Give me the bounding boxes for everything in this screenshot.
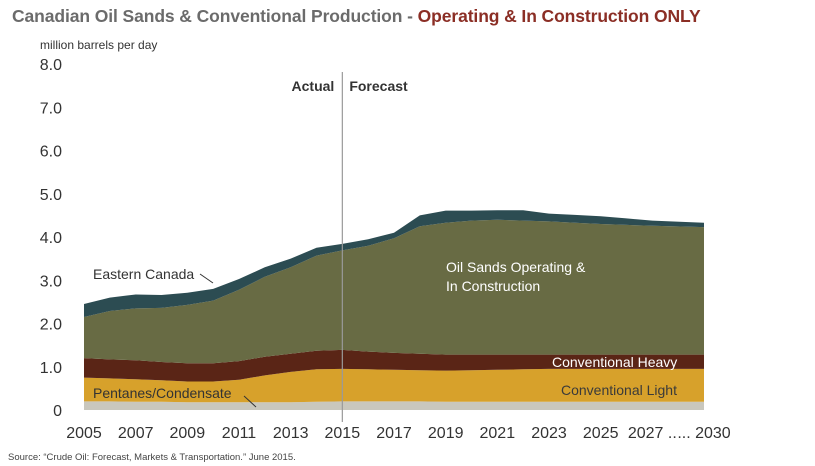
x-tick-label: 2023 — [531, 425, 567, 442]
actual-label: Actual — [292, 78, 335, 94]
x-tick-label: 2007 — [118, 425, 154, 442]
conventional-light-label: Conventional Light — [561, 382, 677, 398]
annotation-labels: Actual Forecast Oil Sands Operating & In Co… — [93, 78, 677, 408]
pentanes-label: Pentanes/Condensate — [93, 385, 232, 401]
x-tick-label: 2025 — [583, 425, 619, 442]
x-tick-label: 2019 — [428, 425, 464, 442]
eastern-canada-leader — [199, 273, 214, 284]
y-tick-label: 5.0 — [40, 187, 62, 204]
chart-title-main: Canadian Oil Sands & Conventional Produc… — [12, 6, 418, 26]
x-tick-label: 2027 .. — [628, 425, 677, 442]
x-tick-label: 2005 — [66, 425, 102, 442]
chart-title: Canadian Oil Sands & Conventional Produc… — [12, 6, 701, 27]
y-tick-label: 7.0 — [40, 100, 62, 117]
x-tick-label: 2013 — [273, 425, 309, 442]
oil-sands-label-line1: Oil Sands Operating & — [446, 259, 586, 275]
y-tick-label: 4.0 — [40, 230, 62, 247]
y-tick-label: 1.0 — [40, 360, 62, 377]
pentanes-leader — [243, 395, 257, 408]
x-tick-label: 2011 — [222, 425, 257, 442]
conventional-heavy-label: Conventional Heavy — [552, 354, 677, 370]
x-tick-label: 2017 — [376, 425, 412, 442]
y-tick-label: 2.0 — [40, 317, 62, 334]
forecast-label: Forecast — [349, 78, 408, 94]
area-oil-sands-operating-in-construction — [84, 219, 704, 364]
area-pentanes-condensate — [84, 401, 704, 410]
eastern-canada-label: Eastern Canada — [93, 266, 194, 282]
x-axis: 2005 2007 2009 2011 2013 2015 2017 2019 2021 2023… — [66, 425, 731, 442]
y-axis: 0 1.0 2.0 3.0 4.0 5.0 6.0 7.0 8.0 — [40, 57, 62, 420]
area-layers — [84, 210, 704, 410]
x-tick-label: ... 2030 — [677, 425, 730, 442]
source-note: Source: “Crude Oil: Forecast, Markets & … — [8, 452, 296, 463]
x-tick-label: 2021 — [480, 425, 516, 442]
area-eastern-canada — [84, 210, 704, 317]
area-conventional-light — [84, 368, 704, 403]
y-axis-unit-label: million barrels per day — [40, 38, 158, 52]
y-tick-label: 8.0 — [40, 57, 62, 74]
area-conventional-heavy — [84, 349, 704, 382]
x-tick-label: 2009 — [170, 425, 206, 442]
x-tick-label: 2015 — [325, 425, 361, 442]
oil-sands-label-line2: In Construction — [446, 278, 540, 294]
y-tick-label: 3.0 — [40, 273, 62, 290]
y-tick-label: 6.0 — [40, 144, 62, 161]
chart-title-highlight: Operating & In Construction ONLY — [417, 6, 701, 26]
y-tick-label: 0 — [53, 403, 62, 420]
